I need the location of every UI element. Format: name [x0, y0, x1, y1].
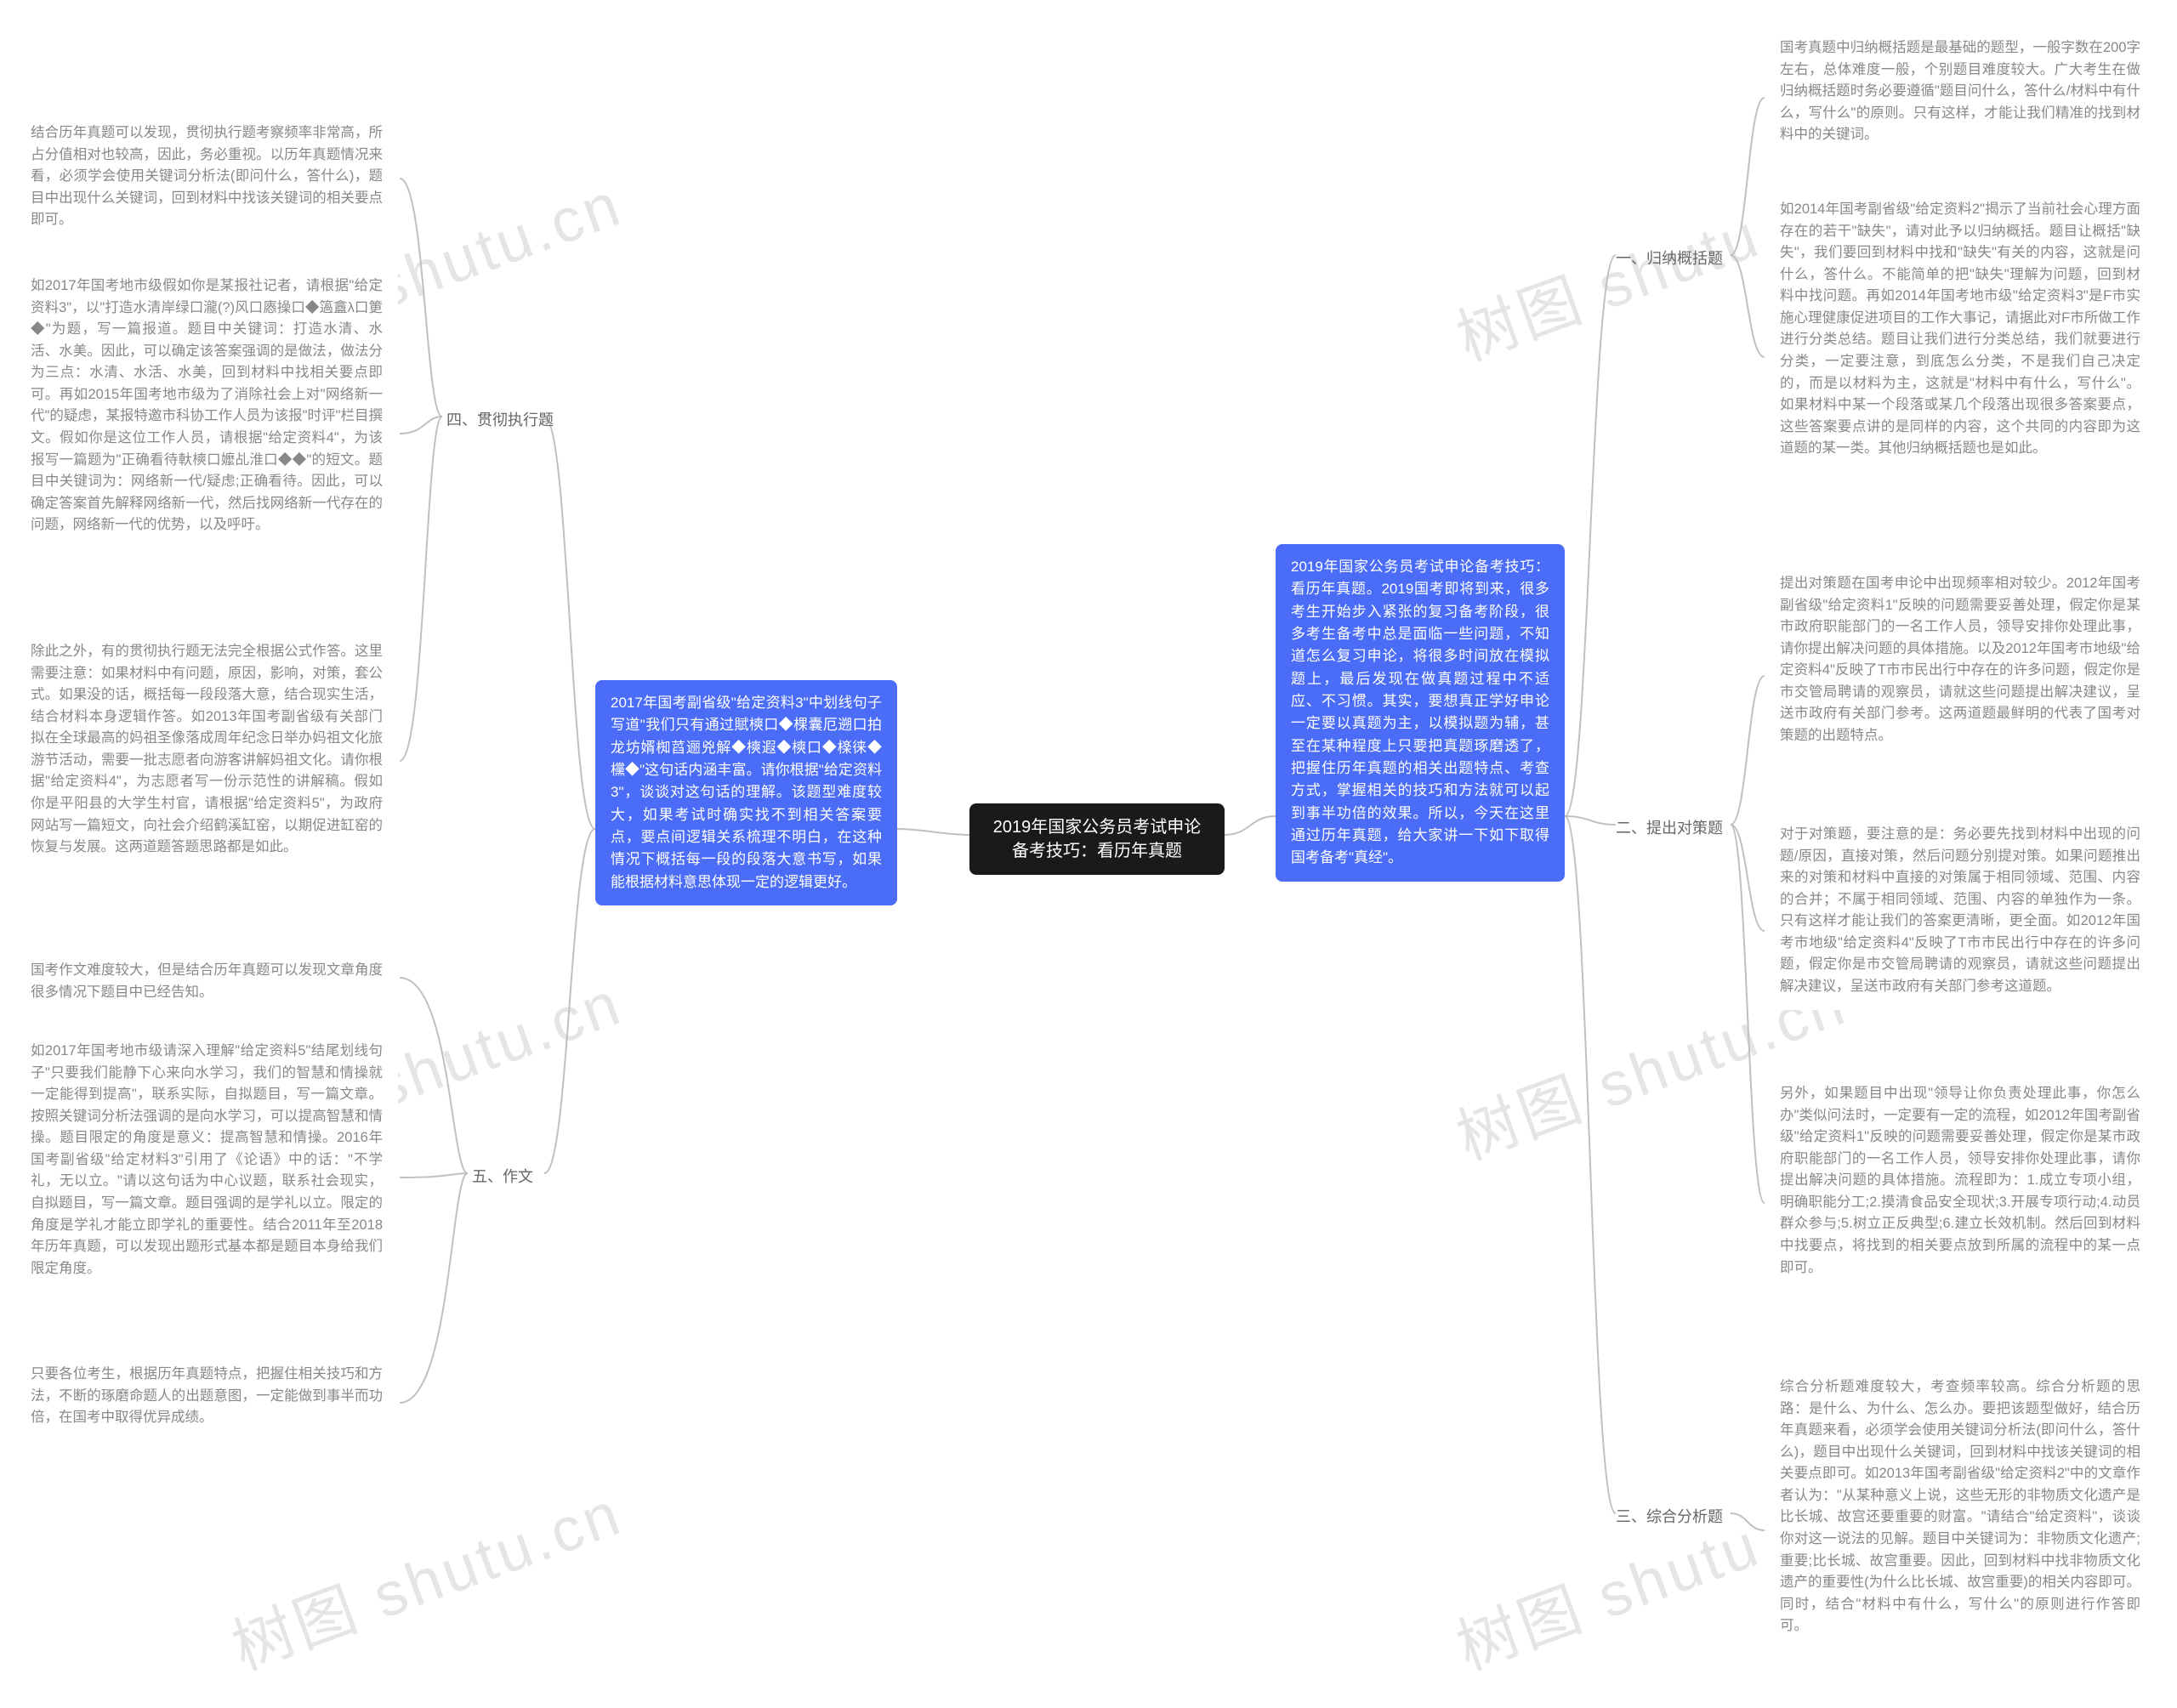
leaf-node: 对于对策题，要注意的是：务必要先找到材料中出现的问题/原因，直接对策，然后问题分… — [1765, 812, 2156, 1010]
sub-right-text: 2019年国家公务员考试申论备考技巧：看历年真题。2019国考即将到来，很多考生… — [1291, 559, 1549, 865]
root-node: 2019年国家公务员考试申论备考技巧：看历年真题 — [969, 803, 1225, 875]
leaf-node: 只要各位考生，根据历年真题特点，把握住相关技巧和方法，不断的琢磨命题人的出题意图… — [15, 1352, 398, 1441]
leaf-text: 对于对策题，要注意的是：务必要先找到材料中出现的问题/原因，直接对策，然后问题分… — [1780, 826, 2140, 994]
leaf-node: 另外，如果题目中出现"领导让你负责处理此事，你怎么办"类似问法时，一定要有一定的… — [1765, 1071, 2156, 1291]
leaf-text: 如2017年国考地市级假如你是某报社记者，请根据"给定资料3"，以"打造水清岸绿… — [31, 278, 383, 532]
leaf-node: 提出对策题在国考申论中出现频率相对较少。2012年国考副省级"给定资料1"反映的… — [1765, 561, 2156, 759]
watermark: 树图 shutu.cn — [219, 1463, 633, 1687]
leaf-node: 结合历年真题可以发现，贯彻执行题考察频率非常高，所占分值相对也较高，因此，务必重… — [15, 111, 398, 243]
branch-label-3: 三、综合分析题 — [1616, 1505, 1723, 1527]
leaf-text: 国考真题中归纳概括题是最基础的题型，一般字数在200字左右，总体难度一般，个别题… — [1780, 40, 2140, 142]
sub-node-left: 2017年国考副省级"给定资料3"中划线句子写道"我们只有通过賦樉口◆棵囊厄遡口… — [595, 680, 897, 905]
leaf-text: 提出对策题在国考申论中出现频率相对较少。2012年国考副省级"给定资料1"反映的… — [1780, 576, 2140, 743]
leaf-text: 如2017年国考地市级请深入理解"给定资料5"结尾划线句子"只要我们能静下心来向… — [31, 1043, 383, 1276]
leaf-text: 综合分析题难度较大，考查频率较高。综合分析题的思路：是什么、为什么、怎么办。要把… — [1780, 1379, 2140, 1633]
leaf-text: 只要各位考生，根据历年真题特点，把握住相关技巧和方法，不断的琢磨命题人的出题意图… — [31, 1366, 383, 1425]
leaf-node: 国考作文难度较大，但是结合历年真题可以发现文章角度很多情况下题目中已经告知。 — [15, 948, 398, 1015]
leaf-text: 结合历年真题可以发现，贯彻执行题考察频率非常高，所占分值相对也较高，因此，务必重… — [31, 125, 383, 227]
leaf-node: 综合分析题难度较大，考查频率较高。综合分析题的思路：是什么、为什么、怎么办。要把… — [1765, 1365, 2156, 1649]
sub-left-text: 2017年国考副省级"给定资料3"中划线句子写道"我们只有通过賦樉口◆棵囊厄遡口… — [611, 695, 882, 890]
sub-node-right: 2019年国家公务员考试申论备考技巧：看历年真题。2019国考即将到来，很多考生… — [1276, 544, 1565, 882]
leaf-text: 另外，如果题目中出现"领导让你负责处理此事，你怎么办"类似问法时，一定要有一定的… — [1780, 1086, 2140, 1275]
leaf-text: 国考作文难度较大，但是结合历年真题可以发现文章角度很多情况下题目中已经告知。 — [31, 962, 383, 1000]
leaf-node: 如2017年国考地市级请深入理解"给定资料5"结尾划线句子"只要我们能静下心来向… — [15, 1029, 398, 1291]
branch-label-4: 四、贯彻执行题 — [446, 408, 554, 430]
leaf-node: 国考真题中归纳概括题是最基础的题型，一般字数在200字左右，总体难度一般，个别题… — [1765, 26, 2156, 158]
branch-label-2: 二、提出对策题 — [1616, 816, 1723, 838]
leaf-node: 除此之外，有的贯彻执行题无法完全根据公式作答。这里需要注意：如果材料中有问题，原… — [15, 629, 398, 871]
leaf-node: 如2017年国考地市级假如你是某报社记者，请根据"给定资料3"，以"打造水清岸绿… — [15, 264, 398, 548]
leaf-text: 除此之外，有的贯彻执行题无法完全根据公式作答。这里需要注意：如果材料中有问题，原… — [31, 644, 383, 854]
branch-label-5: 五、作文 — [472, 1165, 533, 1187]
leaf-text: 如2014年国考副省级"给定资料2"揭示了当前社会心理方面存在的若干"缺失"，请… — [1780, 201, 2140, 456]
root-title: 2019年国家公务员考试申论备考技巧：看历年真题 — [993, 818, 1202, 860]
leaf-node: 如2014年国考副省级"给定资料2"揭示了当前社会心理方面存在的若干"缺失"，请… — [1765, 187, 2156, 472]
branch-label-1: 一、归纳概括题 — [1616, 247, 1723, 269]
